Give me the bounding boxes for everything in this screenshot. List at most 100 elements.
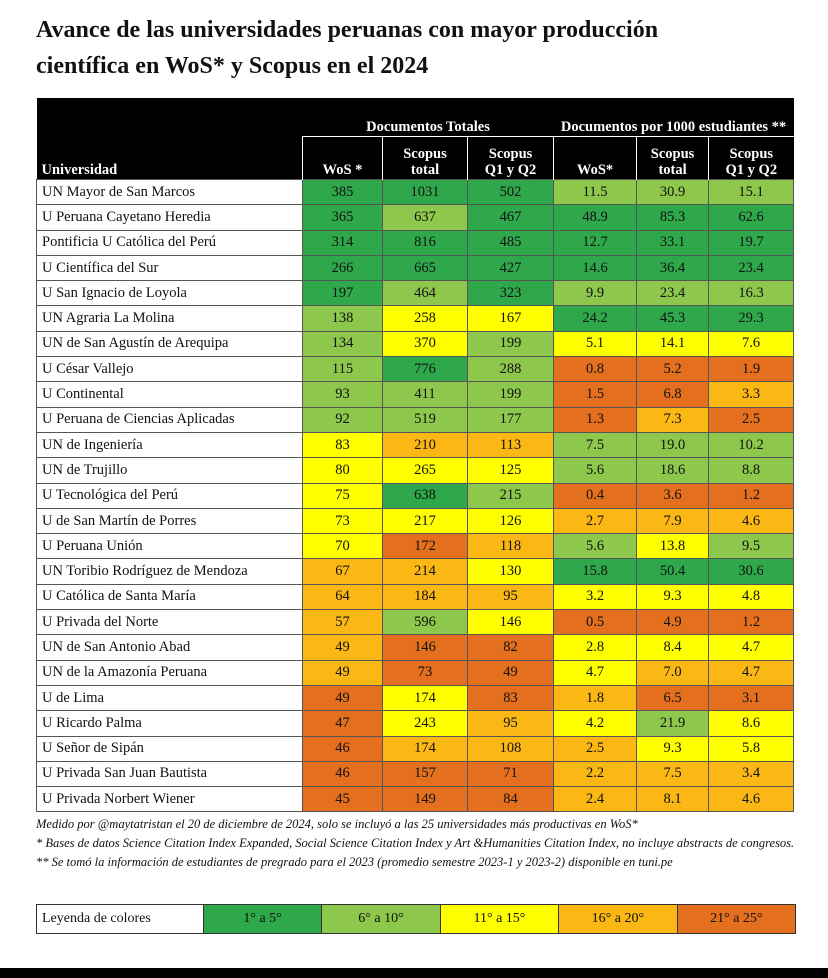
cell: 519 <box>382 406 468 433</box>
row: UN de Trujillo 80 265 125 5.6 18.6 8.8 <box>36 457 795 484</box>
cell: 47 <box>302 710 383 737</box>
cell: 7.6 <box>708 330 795 358</box>
column-header: WoS* <box>553 136 637 180</box>
cell: 57 <box>302 609 383 636</box>
row: U Tecnológica del Perú 75 638 215 0.4 3.6 1.2 <box>36 482 795 509</box>
university: UN de San Antonio Abad <box>36 634 303 661</box>
row: U Privada San Juan Bautista 46 157 71 2.2 7.5… <box>36 760 795 788</box>
cell: 16.3 <box>708 280 795 307</box>
cell: 10.2 <box>708 431 795 459</box>
cell: 29.3 <box>708 305 795 332</box>
university: UN de Ingeniería <box>36 431 303 459</box>
cell: 8.8 <box>708 457 795 484</box>
cell: 146 <box>382 634 468 661</box>
university: U Privada Norbert Wiener <box>36 786 303 813</box>
row: Pontificia U Católica del Perú 314 816 485 1… <box>36 229 795 256</box>
university: U Científica del Sur <box>36 254 303 282</box>
cell: 776 <box>382 356 468 383</box>
cell: 199 <box>466 381 555 408</box>
cell: 45.3 <box>636 305 710 332</box>
cell: 92 <box>302 406 383 433</box>
column-header-line: total <box>658 162 687 178</box>
cell: 288 <box>466 356 555 383</box>
legend-label: Leyenda de colores <box>42 911 151 926</box>
university: UN Mayor de San Marcos <box>36 178 303 206</box>
cell: 3.3 <box>708 381 795 408</box>
cell: 502 <box>466 178 555 206</box>
cell: 1.2 <box>708 482 795 509</box>
column-header: Scopus Q1 y Q2 <box>708 136 794 180</box>
university: UN Agraria La Molina <box>36 305 303 332</box>
cell: 9.9 <box>553 280 638 307</box>
cell: 23.4 <box>636 280 710 307</box>
cell: 427 <box>466 254 555 282</box>
header-blank <box>36 98 303 137</box>
row: U Privada Norbert Wiener 45 149 84 2.4 8.1 4.6 <box>36 786 795 813</box>
note: Medido por @maytatristan el 20 de diciem… <box>36 817 638 831</box>
group-header: Documentos Totales <box>302 98 554 137</box>
cell: 108 <box>466 735 555 762</box>
cell: 314 <box>302 229 383 256</box>
university: UN de San Agustín de Arequipa <box>36 330 303 358</box>
cell: 83 <box>466 684 555 712</box>
cell: 217 <box>382 507 468 535</box>
cell: 1031 <box>382 178 468 206</box>
cell: 4.2 <box>553 710 638 737</box>
legend: Leyenda de colores 1° a 5° 6° a 10° 11° a 1… <box>36 904 796 934</box>
cell: 9.5 <box>708 533 795 560</box>
university: UN de la Amazonía Peruana <box>36 659 303 686</box>
cell: 265 <box>382 457 468 484</box>
row: UN Mayor de San Marcos 385 1031 502 11.5 30.9… <box>36 178 795 206</box>
cell: 24.2 <box>553 305 638 332</box>
cell: 385 <box>302 178 383 206</box>
title-line: científica en WoS* y Scopus en el 2024 <box>36 53 429 79</box>
table: Documentos Totales Documentos por 1000 es… <box>36 98 795 813</box>
cell: 0.8 <box>553 356 638 383</box>
column-header-line: Scopus <box>403 146 447 162</box>
cell: 15.8 <box>553 558 638 585</box>
cell: 6.8 <box>636 381 710 408</box>
cell: 2.5 <box>553 735 638 762</box>
cell: 19.0 <box>636 431 710 459</box>
cell: 67 <box>302 558 383 585</box>
column-header-line: Q1 y Q2 <box>484 162 537 178</box>
column-header: Scopus Q1 y Q2 <box>466 136 554 180</box>
legend-item: 16° a 20° <box>558 905 677 933</box>
cell: 210 <box>382 431 468 459</box>
notes: Medido por @maytatristan el 20 de diciem… <box>36 815 806 872</box>
cell: 1.5 <box>553 381 638 408</box>
cell: 1.3 <box>553 406 638 433</box>
cell: 126 <box>466 507 555 535</box>
cell: 3.4 <box>708 760 795 788</box>
cell: 149 <box>382 786 468 813</box>
cell: 5.8 <box>708 735 795 762</box>
cell: 49 <box>302 684 383 712</box>
cell: 2.5 <box>708 406 795 433</box>
column-header: Scopus total <box>382 136 468 180</box>
cell: 4.6 <box>708 507 795 535</box>
cell: 95 <box>466 710 555 737</box>
legend-item: 11° a 15° <box>439 905 559 933</box>
column-header: Universidad <box>36 136 303 180</box>
row: U de Lima 49 174 83 1.8 6.5 3.1 <box>36 684 795 712</box>
cell: 7.5 <box>553 431 638 459</box>
row: U Continental 93 411 199 1.5 6.8 3.3 <box>36 381 795 408</box>
cell: 1.9 <box>708 356 795 383</box>
cell: 197 <box>302 280 383 307</box>
cell: 0.4 <box>553 482 638 509</box>
cell: 85.3 <box>636 204 710 231</box>
cell: 48.9 <box>553 204 638 231</box>
cell: 5.1 <box>553 330 638 358</box>
legend-item: 1° a 5° <box>202 905 322 933</box>
cell: 113 <box>466 431 555 459</box>
university: U Privada del Norte <box>36 609 303 636</box>
cell: 7.0 <box>636 659 710 686</box>
cell: 199 <box>466 330 555 358</box>
cell: 2.2 <box>553 760 638 788</box>
column-header: WoS * <box>302 136 383 180</box>
cell: 5.6 <box>553 533 638 560</box>
cell: 73 <box>382 659 468 686</box>
cell: 11.5 <box>553 178 638 206</box>
column-header-line: Scopus <box>488 146 533 162</box>
